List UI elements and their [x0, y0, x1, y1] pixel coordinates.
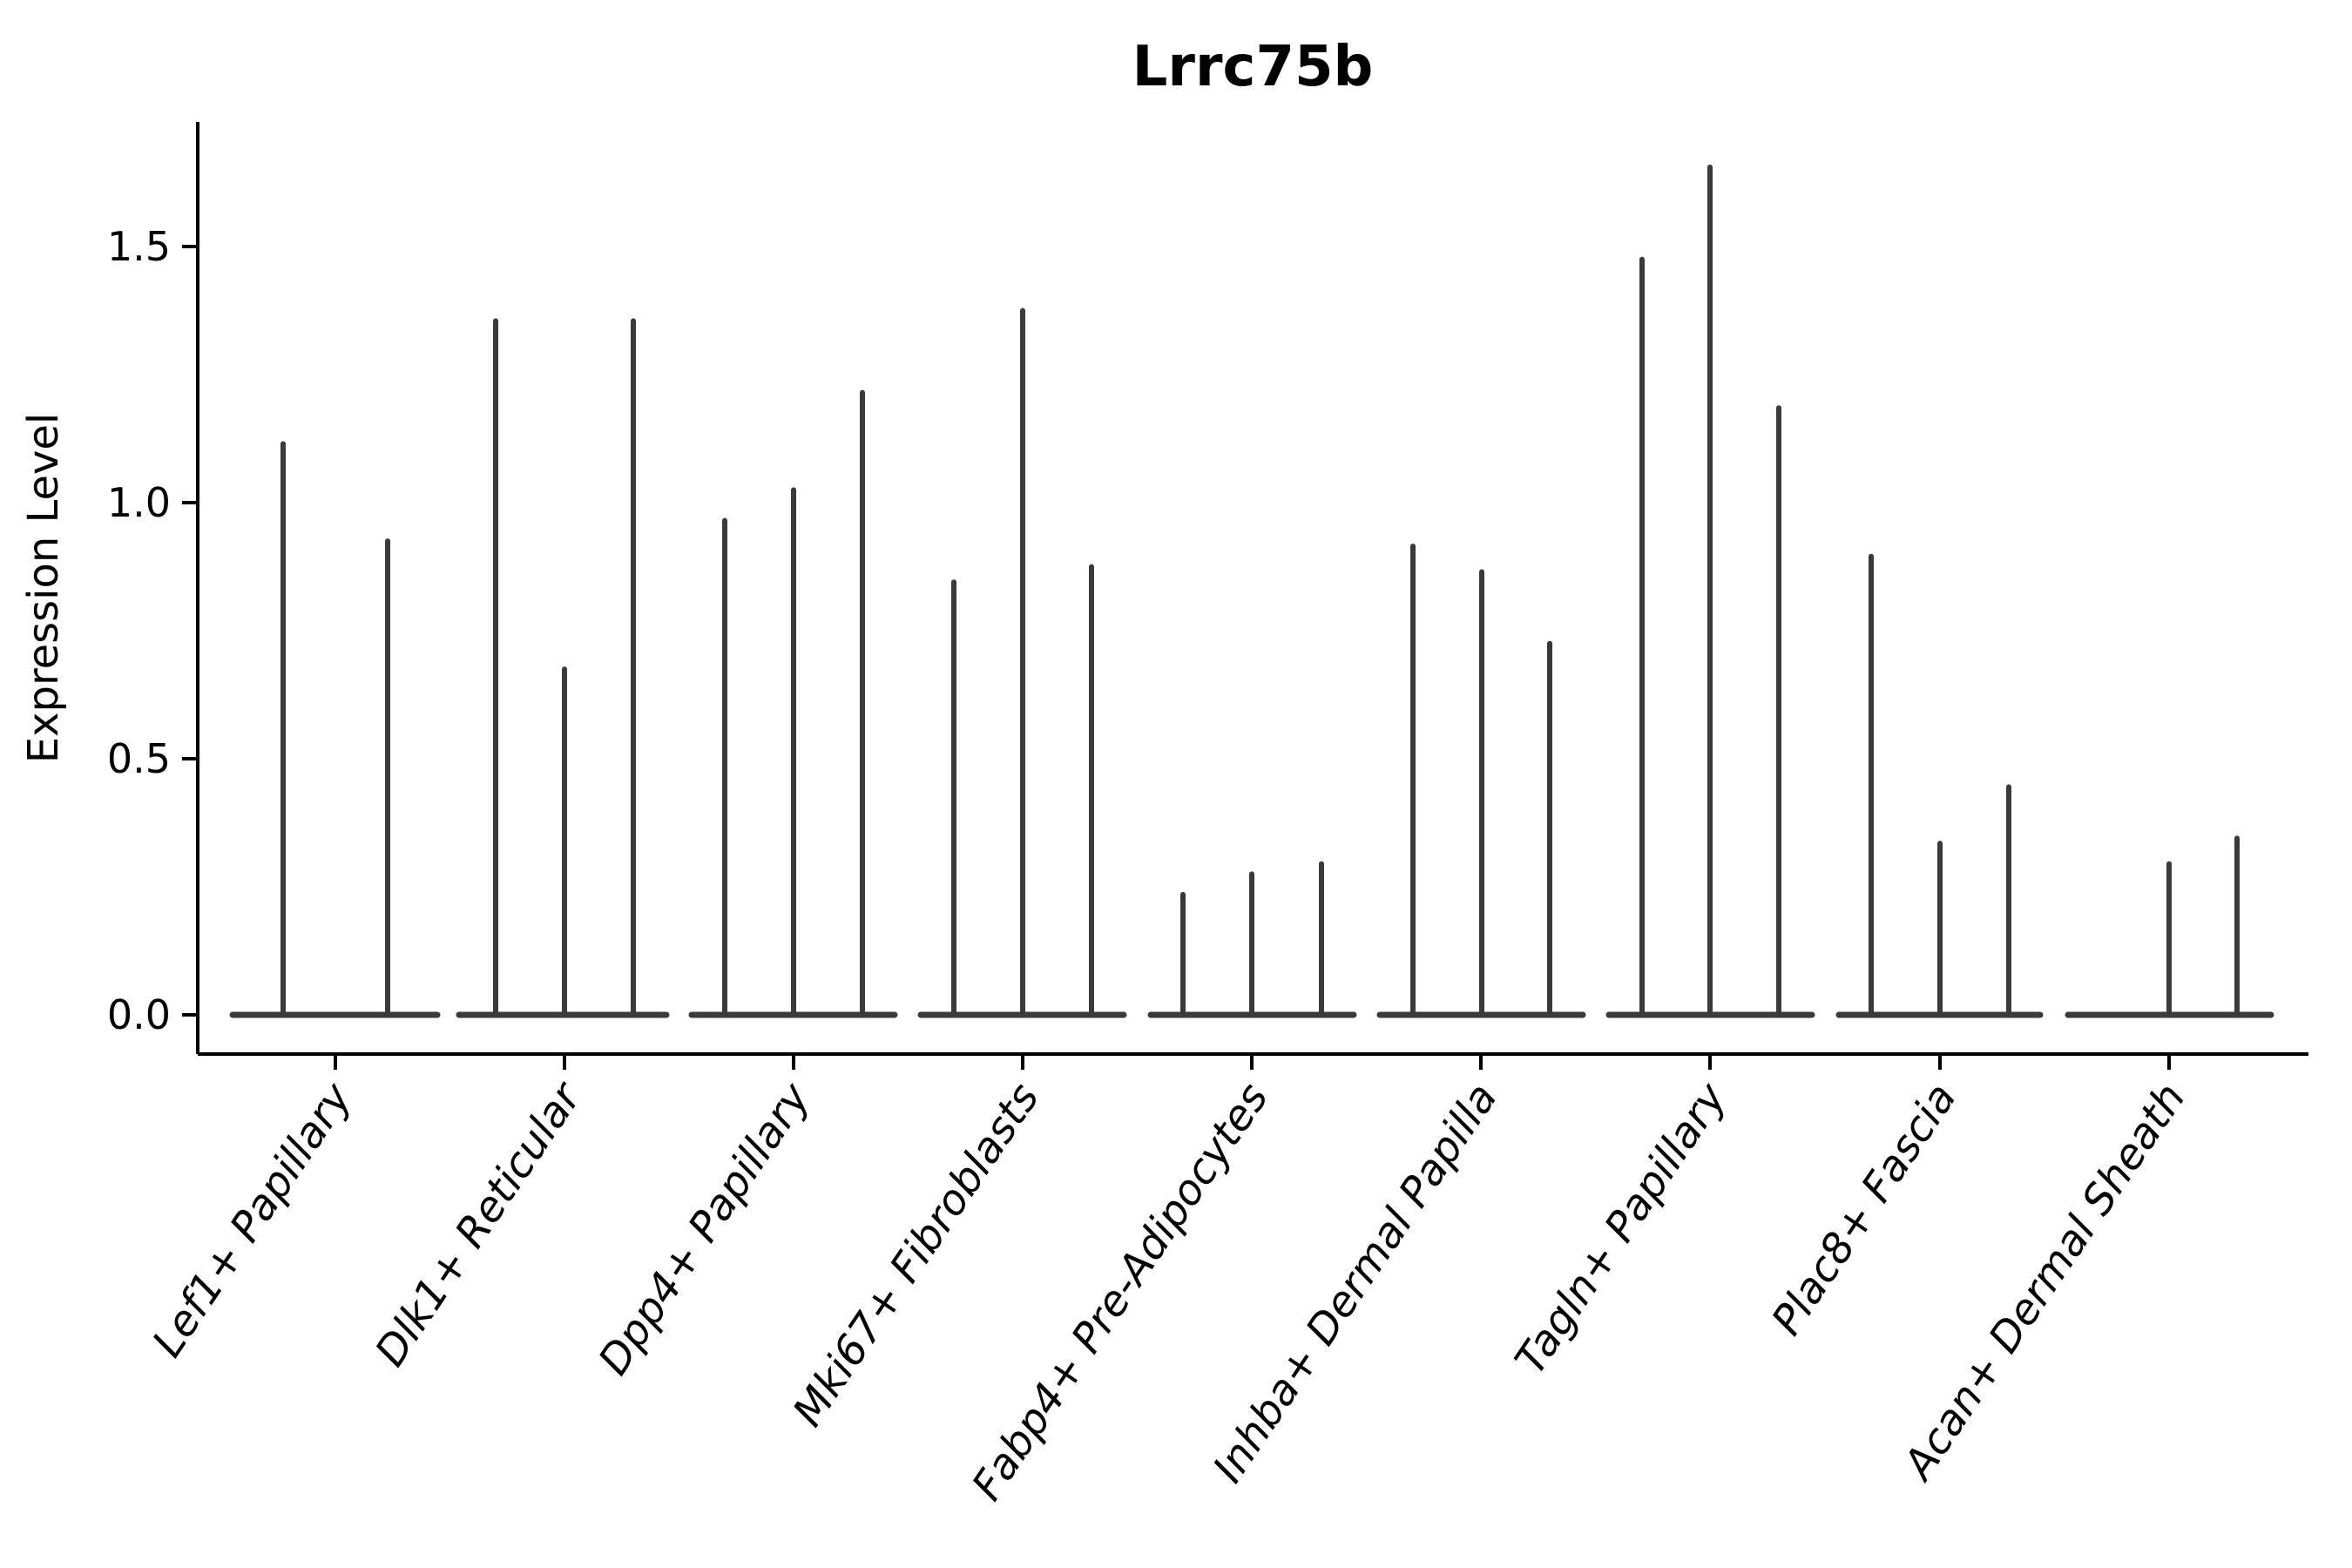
y-tick-label: 0.5	[107, 735, 171, 782]
x-tick-label: Dlk1+ Reticular	[366, 1072, 592, 1375]
violin-layer	[229, 164, 2274, 1018]
x-tick-label: Mki67+ Fibroblasts	[783, 1074, 1049, 1435]
x-tick-label: Plac8+ Fascia	[1762, 1074, 1966, 1343]
chart-title: Lrrc75b	[1132, 35, 1374, 99]
x-tick-label: Lef1+ Papillary	[143, 1074, 362, 1366]
axes-layer: 0.0 0.5 1.0 1.5	[107, 122, 2308, 1070]
x-tick-label: Dpp4+ Papillary	[589, 1074, 820, 1383]
x-tick-label: Tagln+ Papillary	[1506, 1074, 1737, 1383]
y-tick-label: 1.5	[107, 223, 171, 270]
y-axis-label: Expression Level	[19, 413, 68, 764]
y-tick-label: 1.0	[107, 479, 171, 526]
y-tick-label: 0.0	[107, 991, 171, 1038]
